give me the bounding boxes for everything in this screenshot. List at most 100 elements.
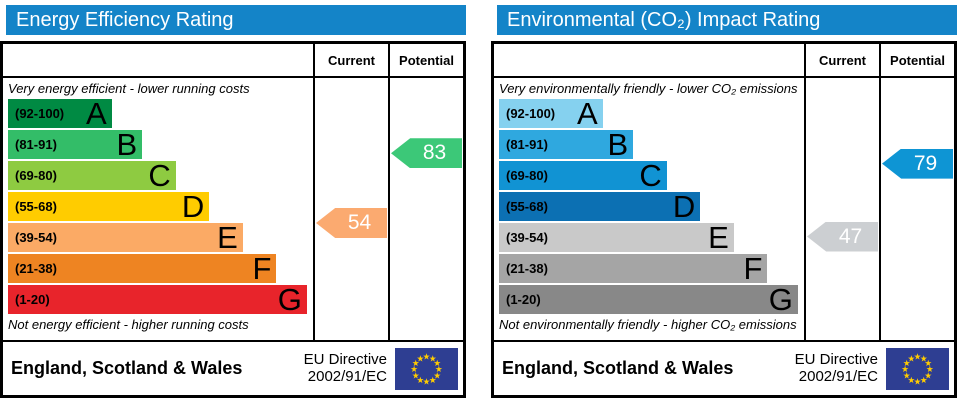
eu-directive-label: EU Directive 2002/91/EC: [794, 350, 878, 386]
band-letter: E: [217, 220, 238, 255]
eu-flag-icon: ★★★★★★★★★★★★: [886, 347, 949, 390]
svg-text:★: ★: [914, 351, 922, 361]
chart-title-bar: Environmental (CO₂) Impact Rating: [497, 5, 957, 35]
chart-title: Energy Efficiency Rating: [16, 9, 234, 31]
rating-band-e: (39-54) E: [499, 220, 734, 255]
rating-band-d: (55-68) D: [499, 191, 701, 222]
energy-efficiency-rating-chart: Energy Efficiency Rating Current Potenti…: [0, 0, 466, 400]
svg-text:★: ★: [423, 376, 431, 386]
band-range: (1-20): [506, 292, 541, 307]
bands-area: Very environmentally friendly - lower CO…: [494, 78, 804, 340]
region-label: England, Scotland & Wales: [11, 358, 243, 378]
current-value-column: 54: [313, 78, 388, 340]
svg-text:★: ★: [903, 357, 911, 367]
band-letter: G: [277, 282, 302, 317]
chart-footer: England, Scotland & Wales EU Directive 2…: [3, 340, 463, 395]
current-rating-arrow: 47: [807, 221, 878, 252]
eu-directive-line2: 2002/91/EC: [307, 367, 387, 385]
svg-text:★: ★: [914, 376, 922, 386]
potential-value-column: 83: [388, 78, 463, 340]
potential-rating-arrow: 83: [391, 138, 462, 169]
svg-text:★: ★: [433, 370, 441, 380]
band-letter: F: [252, 251, 272, 286]
rating-band-a: (92-100) A: [8, 96, 112, 131]
potential-column-header: Potential: [388, 44, 463, 78]
rating-band-g: (1-20) G: [499, 282, 798, 317]
current-value-column: 47: [804, 78, 879, 340]
svg-text:★: ★: [410, 364, 418, 374]
eu-directive-line1: EU Directive: [303, 350, 387, 368]
band-range: (1-20): [15, 292, 50, 307]
rating-band-f: (21-38) F: [8, 251, 277, 286]
rating-band-e: (39-54) E: [8, 220, 243, 255]
eu-directive-line1: EU Directive: [794, 350, 878, 368]
svg-text:★: ★: [423, 351, 431, 361]
top-caption: Very energy efficient - lower running co…: [8, 81, 250, 96]
band-range: (39-54): [15, 230, 57, 245]
svg-text:★: ★: [412, 370, 420, 380]
svg-text:★: ★: [429, 353, 437, 363]
potential-rating-arrow: 79: [882, 148, 953, 179]
bands-area: Very energy efficient - lower running co…: [3, 78, 313, 340]
svg-text:★: ★: [907, 353, 915, 363]
band-range: (81-91): [506, 137, 548, 152]
chart-title: Environmental (CO₂) Impact Rating: [507, 9, 821, 31]
header-spacer-cell: [494, 44, 804, 78]
svg-text:★: ★: [412, 357, 420, 367]
svg-text:★: ★: [901, 364, 909, 374]
band-range: (92-100): [15, 106, 65, 121]
band-range: (21-38): [15, 261, 57, 276]
current-rating-arrow: 54: [316, 208, 387, 238]
potential-column-header: Potential: [879, 44, 954, 78]
svg-text:★: ★: [416, 353, 424, 363]
svg-text:★: ★: [416, 374, 424, 384]
band-letter: C: [148, 158, 171, 193]
eu-flag-icon: ★★★★★★★★★★★★: [395, 347, 458, 390]
svg-text:★: ★: [920, 374, 928, 384]
chart-table: Current Potential Very energy efficient …: [0, 41, 466, 398]
band-range: (81-91): [15, 137, 57, 152]
band-letter: C: [639, 158, 662, 193]
potential-value-column: 79: [879, 78, 954, 340]
svg-text:★: ★: [920, 353, 928, 363]
rating-band-d: (55-68) D: [8, 189, 210, 224]
band-range: (21-38): [506, 261, 548, 276]
eu-directive-label: EU Directive 2002/91/EC: [303, 350, 387, 386]
band-letter: E: [708, 220, 729, 255]
current-column-header: Current: [804, 44, 879, 78]
rating-band-c: (69-80) C: [499, 158, 667, 193]
rating-band-g: (1-20) G: [8, 282, 307, 317]
band-range: (92-100): [506, 106, 556, 121]
svg-text:★: ★: [926, 364, 934, 374]
svg-text:★: ★: [903, 370, 911, 380]
chart-title-bar: Energy Efficiency Rating: [6, 5, 466, 35]
band-range: (55-68): [15, 199, 57, 214]
svg-text:★: ★: [433, 357, 441, 367]
bottom-caption: Not environmentally friendly - higher CO…: [499, 317, 797, 332]
rating-band-f: (21-38) F: [499, 251, 768, 286]
band-letter: A: [577, 96, 598, 131]
band-letter: A: [86, 96, 107, 131]
header-spacer-cell: [3, 44, 313, 78]
rating-band-a: (92-100) A: [499, 96, 603, 131]
region-label: England, Scotland & Wales: [502, 358, 734, 378]
svg-text:★: ★: [429, 374, 437, 384]
band-letter: F: [743, 251, 763, 286]
svg-text:★: ★: [435, 364, 443, 374]
band-range: (55-68): [506, 199, 548, 214]
rating-band-c: (69-80) C: [8, 158, 176, 193]
svg-text:★: ★: [924, 370, 932, 380]
band-range: (69-80): [506, 168, 548, 183]
band-letter: B: [116, 127, 138, 162]
svg-text:★: ★: [907, 374, 915, 384]
chart-footer: England, Scotland & Wales EU Directive 2…: [494, 340, 954, 395]
top-caption: Very environmentally friendly - lower CO…: [499, 81, 798, 96]
band-letter: G: [768, 282, 793, 317]
rating-band-b: (81-91) B: [8, 127, 143, 162]
band-range: (69-80): [15, 168, 57, 183]
chart-table: Current Potential Very environmentally f…: [491, 41, 957, 398]
band-letter: D: [181, 189, 205, 224]
current-column-header: Current: [313, 44, 388, 78]
rating-band-b: (81-91) B: [499, 129, 634, 160]
eu-directive-line2: 2002/91/EC: [798, 367, 878, 385]
